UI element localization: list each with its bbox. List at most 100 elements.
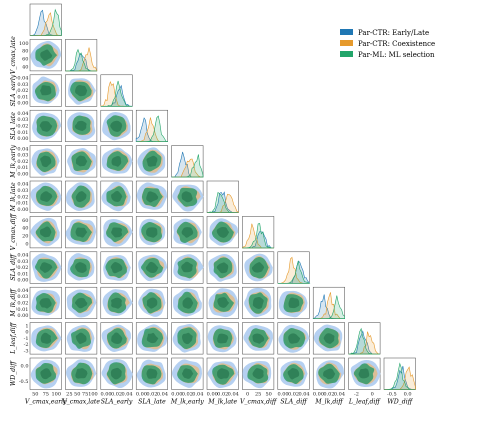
x-tick-label: 0.02 xyxy=(182,392,193,398)
y-tick-label: 0.04 xyxy=(17,111,28,117)
y-tick-label: 0.00 xyxy=(17,101,28,107)
density-curve-2 xyxy=(100,80,133,107)
panel-r6-c3 xyxy=(135,216,168,249)
x-axis-label: V_cmax,early xyxy=(25,399,67,406)
panel-r8-c2 xyxy=(100,286,133,319)
panel-r10-c9: -2 0L_leaf,diff xyxy=(348,357,381,406)
density-curve-2 xyxy=(171,154,204,178)
x-tick-label: 0.04 xyxy=(121,392,132,398)
y-tick-label: 40 xyxy=(22,64,28,70)
panel-r8-c3 xyxy=(135,286,168,319)
density-core xyxy=(251,262,265,273)
panel-frame xyxy=(29,3,62,36)
panel-r8-c8 xyxy=(312,286,345,319)
panel-r2-c2 xyxy=(100,74,133,107)
pairplot-panels: 406080100V_cmax,late0.000.010.020.030.04… xyxy=(10,3,416,406)
panel-r3-c3 xyxy=(135,109,168,142)
panel-r9-c4 xyxy=(171,322,204,355)
density-core xyxy=(111,155,122,167)
legend-label-coexistence: Par-CTR: Coexistence xyxy=(358,40,435,48)
panel-r4-c1 xyxy=(65,145,98,178)
density-core xyxy=(146,191,159,203)
density-core xyxy=(358,368,370,379)
y-tick-label: 0.01 xyxy=(17,94,28,100)
panel-r5-c4 xyxy=(171,180,204,213)
x-tick-label: 0.0 xyxy=(404,392,412,398)
y-axis-label: SLA_late xyxy=(10,112,17,140)
y-tick-label: 0.01 xyxy=(17,165,28,171)
density-core xyxy=(146,332,159,344)
density-core xyxy=(40,368,52,380)
x-axis-label: M_lk,diff xyxy=(314,399,344,406)
density-core xyxy=(111,332,123,344)
y-tick-label: 0.00 xyxy=(17,313,28,319)
panel-r6-c2 xyxy=(100,216,133,249)
y-tick-label: 0.02 xyxy=(17,300,28,306)
y-axis-label: M_lk,diff xyxy=(10,288,17,318)
panel-r9-c6 xyxy=(242,322,275,355)
panel-r5-c5 xyxy=(206,180,239,213)
panel-r7-c7 xyxy=(277,251,311,284)
legend-label-early-late: Par-CTR: Early/Late xyxy=(358,29,429,37)
y-tick-label: 0.02 xyxy=(17,194,28,200)
density-curve-2 xyxy=(242,223,274,249)
y-tick-label: 0.01 xyxy=(17,307,28,313)
legend-swatch-coexistence xyxy=(340,40,353,46)
panel-r5-c3 xyxy=(135,180,168,213)
x-tick-label: 0.00 xyxy=(277,392,288,398)
panel-r4-c2 xyxy=(100,145,133,178)
x-axis-label: V_cmax,diff xyxy=(240,399,278,406)
x-tick-label: -0.5 xyxy=(387,392,397,398)
x-tick-label: 75 xyxy=(82,392,88,398)
x-axis-label: V_cmax,late xyxy=(62,399,100,406)
x-tick-label: 0.02 xyxy=(323,392,334,398)
legend-swatch-early-late xyxy=(340,29,353,35)
x-tick-label: 0.00 xyxy=(171,392,182,398)
density-curve-2 xyxy=(30,8,62,36)
y-tick-label: -0.5 xyxy=(19,379,29,385)
panel-r9-c0: -3-2-101 L_leaf,diff xyxy=(10,321,62,355)
panel-r3-c2 xyxy=(100,109,133,142)
panel-r9-c9 xyxy=(348,322,381,355)
density-curve-2 xyxy=(136,115,168,142)
density-core xyxy=(216,262,229,274)
density-core xyxy=(74,120,87,131)
x-tick-label: 0.02 xyxy=(111,392,122,398)
panel-r8-c4 xyxy=(171,286,204,319)
y-tick-label: 60 xyxy=(22,57,28,63)
y-tick-label: 0.03 xyxy=(17,294,28,300)
panel-r7-c4 xyxy=(171,251,204,284)
y-tick-label: 0.02 xyxy=(17,265,28,271)
panel-r9-c7 xyxy=(277,322,310,355)
panel-r4-c0: 0.000.010.020.030.04M_lk,early xyxy=(10,144,62,179)
panel-r4-c3 xyxy=(135,145,168,178)
x-tick-label: 0.04 xyxy=(157,392,168,398)
x-axis-label: WD_diff xyxy=(387,399,413,406)
y-tick-label: 0.03 xyxy=(17,188,28,194)
panel-r7-c3 xyxy=(135,251,168,284)
density-core xyxy=(323,368,336,380)
density-core xyxy=(111,190,123,202)
y-axis-label: V_cmax,late xyxy=(10,36,17,74)
y-tick-label: 40 xyxy=(22,226,28,232)
density-core xyxy=(111,227,123,238)
x-tick-label: 0.02 xyxy=(146,392,157,398)
x-tick-label: 50 xyxy=(74,392,80,398)
y-tick-label: 0 xyxy=(25,241,28,247)
density-core xyxy=(252,333,265,344)
x-tick-label: 25 xyxy=(255,392,261,398)
y-tick-label: 0.00 xyxy=(17,207,28,213)
density-curve-2 xyxy=(206,191,239,213)
y-tick-label: 0.02 xyxy=(17,123,28,129)
x-tick-label: 0.04 xyxy=(228,392,239,398)
x-tick-label: 0.00 xyxy=(313,392,324,398)
panel-r5-c2 xyxy=(100,180,133,213)
panel-r1-c1 xyxy=(65,39,98,72)
y-tick-label: 0.01 xyxy=(17,271,28,277)
y-axis-label: SLA_early xyxy=(10,74,17,106)
x-tick-label: 25 xyxy=(66,392,72,398)
